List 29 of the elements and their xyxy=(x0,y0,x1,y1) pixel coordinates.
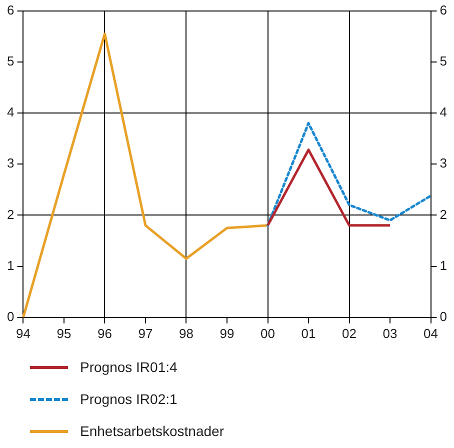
x-tick-label: 98 xyxy=(179,326,194,341)
x-tick-label: 97 xyxy=(138,326,153,341)
x-tick-label: 95 xyxy=(56,326,72,341)
x-tick-label: 96 xyxy=(98,326,112,341)
y2-tick-label: 5 xyxy=(440,53,448,68)
x-tick-label: 02 xyxy=(342,326,356,341)
y2-tick-label: 1 xyxy=(440,258,448,273)
legend-label: Enhetsarbetskostnader xyxy=(80,423,224,439)
y-tick-label: 3 xyxy=(6,156,14,171)
y2-tick-label: 6 xyxy=(440,2,448,18)
y2-tick-label: 3 xyxy=(440,156,448,171)
y2-tick-label: 2 xyxy=(440,206,448,222)
x-tick-label: 00 xyxy=(260,326,275,341)
legend-label: Prognos IR02:1 xyxy=(80,391,178,407)
y-tick-label: 5 xyxy=(6,53,14,68)
y2-tick-label: 0 xyxy=(440,308,448,324)
y-tick-label: 1 xyxy=(6,258,14,273)
y-tick-label: 4 xyxy=(6,104,14,120)
y2-tick-label: 4 xyxy=(440,104,448,120)
x-tick-label: 03 xyxy=(382,326,398,341)
x-tick-label: 94 xyxy=(16,326,30,341)
x-tick-label: 99 xyxy=(220,326,234,341)
y-tick-label: 0 xyxy=(6,308,14,324)
x-tick-label: 01 xyxy=(301,326,316,341)
legend-label: Prognos IR01:4 xyxy=(80,359,178,375)
line-series xyxy=(266,122,432,227)
y-tick-label: 2 xyxy=(6,206,14,222)
y-tick-label: 6 xyxy=(6,2,14,18)
x-tick-label: 04 xyxy=(424,326,438,341)
